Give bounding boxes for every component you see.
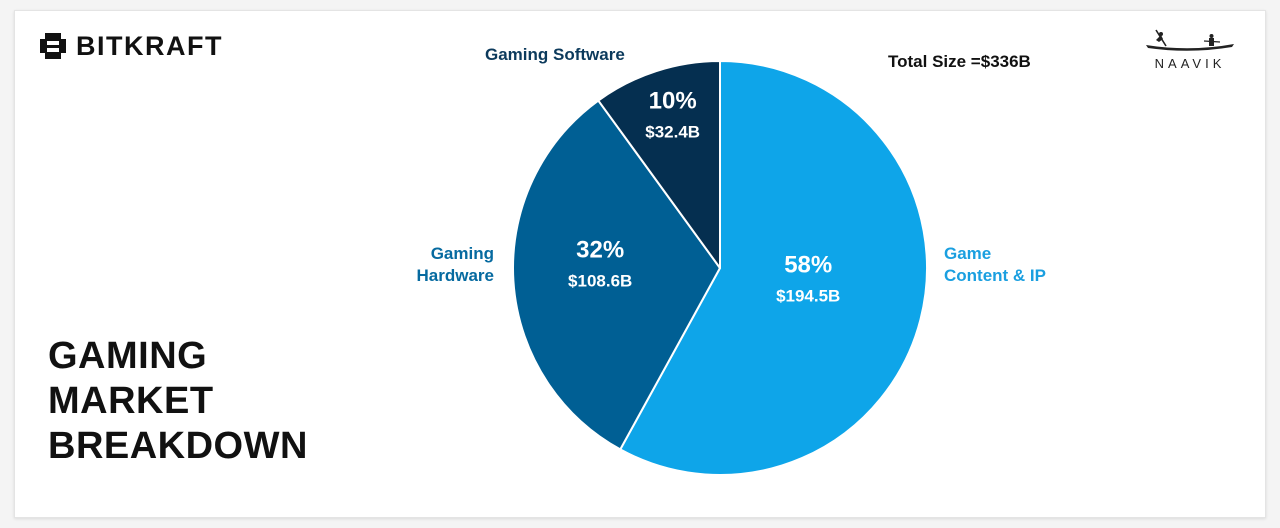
category-label-gaming-software: Gaming Software [485,44,625,66]
bitkraft-wordmark: BITKRAFT [76,30,223,61]
category-label-line: Gaming [430,244,494,263]
pie-slice-gaming-software [597,60,721,269]
boat-logo-icon [1146,29,1234,51]
slice-value-label: $194.5B [776,287,840,306]
slice-percent-label: 32% [576,237,624,264]
bitkraft-logo-icon [40,33,66,59]
slice-percent-label: 10% [649,87,697,114]
category-label-line: Hardware [416,266,494,285]
total-size-label: Total Size =$336B [888,52,1031,71]
slice-percent-label: 58% [784,252,832,279]
naavik-logo: NAAVIK [1136,28,1244,74]
category-label-line: Game [944,244,992,263]
category-label-line: Content & IP [944,266,1046,285]
category-label-line: Gaming Software [485,45,625,64]
slice-value-label: $108.6B [568,272,632,291]
naavik-wordmark: NAAVIK [1154,56,1226,71]
title-line: MARKET [48,380,214,422]
pie-slice-gaming-hardware [512,99,721,451]
title-line: GAMING [48,335,208,377]
category-label-game-content-ip: Game Content & IP [944,243,1046,287]
title-line: BREAKDOWN [48,425,308,467]
category-label-gaming-hardware: Gaming Hardware [404,243,494,287]
chart-title: GAMING MARKET BREAKDOWN [48,334,308,469]
bitkraft-logo: BITKRAFT [38,30,223,62]
slice-value-label: $32.4B [645,122,700,141]
pie-slice-game-content-ip [619,60,928,476]
